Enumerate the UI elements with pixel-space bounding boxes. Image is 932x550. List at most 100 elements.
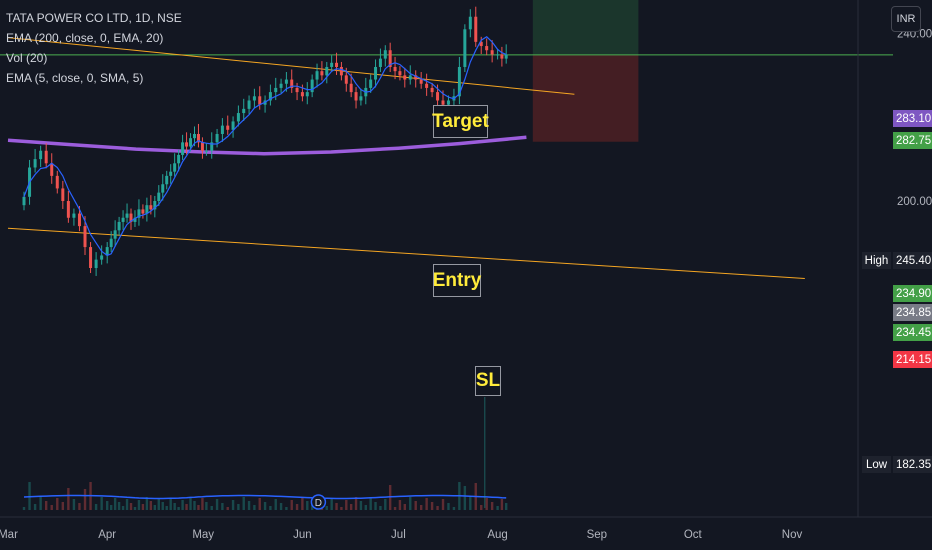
- legend-ema200[interactable]: EMA (200, close, 0, EMA, 20): [6, 31, 164, 45]
- candle-body[interactable]: [330, 62, 334, 67]
- candle-body[interactable]: [185, 142, 189, 147]
- candle-body[interactable]: [457, 66, 461, 97]
- candle-body[interactable]: [468, 16, 472, 30]
- candle-body[interactable]: [425, 83, 429, 88]
- stop-zone[interactable]: [532, 54, 639, 142]
- candle-body[interactable]: [310, 79, 314, 93]
- candle-body[interactable]: [236, 113, 240, 122]
- candle-body[interactable]: [403, 75, 407, 80]
- candle-body[interactable]: [441, 100, 445, 105]
- candle-body[interactable]: [344, 75, 348, 84]
- candle-body[interactable]: [109, 238, 113, 248]
- candle-body[interactable]: [268, 92, 272, 101]
- target-zone[interactable]: [532, 0, 639, 55]
- candle-body[interactable]: [177, 154, 181, 164]
- ema5-line[interactable]: [23, 36, 507, 257]
- candle-body[interactable]: [242, 108, 246, 114]
- currency-button[interactable]: INR: [891, 6, 921, 32]
- candle-body[interactable]: [398, 71, 402, 76]
- candle-body[interactable]: [192, 133, 196, 139]
- candle-body[interactable]: [121, 217, 125, 222]
- candle-body[interactable]: [72, 213, 76, 218]
- candle-body[interactable]: [169, 171, 173, 176]
- candle-body[interactable]: [295, 87, 299, 93]
- candle-body[interactable]: [165, 175, 169, 185]
- candle-body[interactable]: [117, 221, 121, 231]
- candle-body[interactable]: [129, 213, 133, 222]
- candle-body[interactable]: [231, 121, 235, 130]
- candle-body[interactable]: [383, 50, 387, 59]
- candle-body[interactable]: [44, 150, 48, 164]
- candle-body[interactable]: [173, 163, 177, 172]
- candle-body[interactable]: [504, 54, 508, 59]
- candle-body[interactable]: [274, 87, 278, 93]
- candle-body[interactable]: [33, 159, 37, 168]
- candle-body[interactable]: [325, 66, 329, 76]
- candle-body[interactable]: [258, 96, 262, 105]
- candle-body[interactable]: [83, 226, 87, 248]
- candle-body[interactable]: [252, 96, 256, 101]
- candle-body[interactable]: [215, 133, 219, 143]
- candle-body[interactable]: [485, 46, 489, 51]
- candle-body[interactable]: [181, 142, 185, 155]
- dividend-marker[interactable]: [310, 494, 327, 510]
- trendline-2[interactable]: [7, 227, 805, 279]
- legend-volume[interactable]: Vol (20): [6, 51, 48, 65]
- candle-body[interactable]: [200, 142, 204, 151]
- ema200-line[interactable]: [7, 135, 527, 156]
- candle-body[interactable]: [419, 79, 423, 84]
- candle-body[interactable]: [145, 205, 149, 214]
- candle-body[interactable]: [196, 133, 200, 143]
- candle-body[interactable]: [430, 87, 434, 93]
- candle-body[interactable]: [161, 184, 165, 193]
- candle-body[interactable]: [113, 230, 117, 239]
- candle-body[interactable]: [55, 175, 59, 189]
- candle-body[interactable]: [369, 79, 373, 88]
- candle-body[interactable]: [474, 16, 478, 42]
- candle-body[interactable]: [189, 138, 193, 147]
- candle-body[interactable]: [100, 255, 104, 260]
- candle-body[interactable]: [105, 247, 109, 256]
- trendline-1[interactable]: [7, 37, 575, 95]
- candle-body[interactable]: [378, 58, 382, 67]
- candle-body[interactable]: [284, 79, 288, 84]
- candle-body[interactable]: [247, 100, 251, 109]
- candle-body[interactable]: [220, 125, 224, 134]
- candle-body[interactable]: [153, 201, 157, 210]
- candle-body[interactable]: [393, 66, 397, 72]
- candle-body[interactable]: [354, 92, 358, 101]
- candle-body[interactable]: [339, 66, 343, 76]
- candle-body[interactable]: [50, 163, 54, 176]
- target-annotation[interactable]: Target: [432, 105, 489, 138]
- candle-body[interactable]: [359, 96, 363, 101]
- candle-body[interactable]: [374, 66, 378, 80]
- candle-body[interactable]: [204, 150, 208, 152]
- candle-body[interactable]: [149, 205, 153, 210]
- candle-body[interactable]: [408, 75, 412, 80]
- candle-body[interactable]: [490, 50, 494, 55]
- candle-body[interactable]: [157, 192, 161, 201]
- candle-body[interactable]: [414, 75, 418, 80]
- candle-body[interactable]: [210, 142, 214, 151]
- candle-body[interactable]: [463, 29, 467, 67]
- candle-body[interactable]: [335, 62, 339, 67]
- candle-body[interactable]: [22, 196, 26, 206]
- candle-body[interactable]: [66, 201, 70, 218]
- candle-body[interactable]: [137, 209, 141, 218]
- candle-body[interactable]: [77, 213, 81, 227]
- candle-body[interactable]: [89, 247, 93, 269]
- candle-body[interactable]: [315, 71, 319, 80]
- candle-body[interactable]: [279, 83, 283, 88]
- candle-body[interactable]: [479, 41, 483, 47]
- candle-body[interactable]: [290, 79, 294, 88]
- legend-symbol-title[interactable]: TATA POWER CO LTD, 1D, NSE: [6, 11, 182, 25]
- candle-body[interactable]: [436, 92, 440, 101]
- sl-annotation[interactable]: SL: [475, 366, 501, 396]
- candle-body[interactable]: [133, 217, 137, 222]
- candle-body[interactable]: [125, 213, 129, 218]
- candle-body[interactable]: [226, 125, 230, 130]
- candle-body[interactable]: [39, 150, 43, 160]
- candle-body[interactable]: [61, 188, 65, 201]
- candle-body[interactable]: [496, 54, 500, 56]
